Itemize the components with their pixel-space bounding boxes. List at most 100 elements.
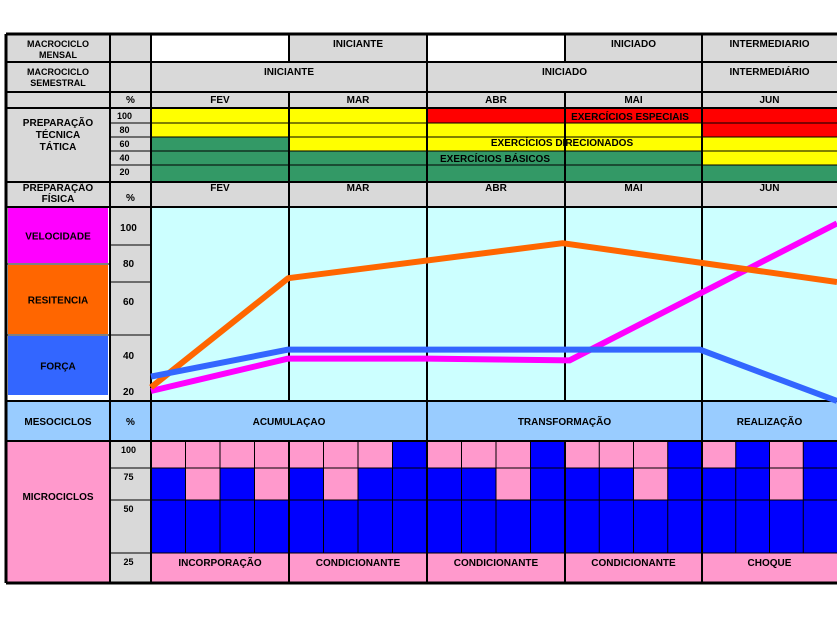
- microciclo-week-fill: [803, 441, 837, 553]
- tecnica-level: 80: [119, 125, 129, 135]
- tecnica-level: 20: [119, 167, 129, 177]
- y-tick-label: 40: [123, 351, 135, 362]
- microciclo-week-fill: [427, 468, 462, 553]
- microciclo-week-fill: [289, 468, 324, 553]
- microciclo-week-fill: [735, 441, 770, 553]
- microciclo-week-fill: [496, 500, 531, 553]
- text-layer: VELOCIDADERESITENCIAFORÇAMACROCICLOMENSA…: [22, 39, 809, 569]
- tecnica-level: 100: [117, 111, 132, 121]
- micro-type-label: CONDICIONANTE: [454, 558, 539, 569]
- band-label-basicos: EXERCÍCIOS BÁSICOS: [440, 152, 550, 165]
- micro-level: 25: [123, 557, 133, 567]
- especiais-band-jun: [702, 123, 837, 137]
- microciclo-week-fill: [151, 468, 186, 553]
- microciclos-label: MICROCICLOS: [22, 492, 93, 503]
- percent-header: %: [126, 193, 135, 204]
- meso-phase: TRANSFORMAÇÃO: [518, 415, 612, 428]
- meso-phase: ACUMULAÇAO: [253, 417, 326, 428]
- tecnica-label: PREPARAÇÃO: [23, 116, 94, 129]
- legend-swatch: [8, 265, 108, 334]
- tecnica-level: 40: [119, 153, 129, 163]
- macro-mensal-value: INICIANTE: [333, 39, 383, 50]
- y-tick-label: 80: [123, 259, 135, 270]
- macro-mensal-cell: [428, 36, 564, 61]
- macro-mensal-value: INTERMEDIARIO: [730, 39, 810, 50]
- macro-mensal-value: INICIADO: [611, 39, 656, 50]
- macro-mensal-label: MACROCICLO: [27, 39, 89, 49]
- microciclo-week-fill: [530, 441, 565, 553]
- macro-mensal-cell: [703, 36, 836, 61]
- microciclo-week-fill: [667, 441, 702, 553]
- microciclo-week-fill: [185, 500, 220, 553]
- y-tick-label: 60: [123, 297, 135, 308]
- microciclo-week-fill: [702, 468, 736, 553]
- micro-type-label: CONDICIONANTE: [591, 558, 676, 569]
- microciclo-week-fill: [599, 468, 634, 553]
- microciclo-week-fill: [358, 468, 393, 553]
- month-label: MAR: [347, 95, 371, 106]
- month-label: JUN: [759, 95, 779, 106]
- fill-layer: [151, 109, 837, 553]
- legend-label: FORÇA: [40, 362, 76, 373]
- macro-semestral-value: INICIADO: [542, 67, 587, 78]
- fisica-label: FÍSICA: [42, 192, 75, 205]
- basicos-band-jun: [702, 165, 837, 182]
- month-label: FEV: [210, 95, 230, 106]
- legend-label: VELOCIDADE: [25, 232, 91, 243]
- month-label: ABR: [485, 95, 507, 106]
- tick-column-background: [110, 207, 151, 401]
- especiais-band: [427, 109, 837, 123]
- macro-mensal-label: MENSAL: [39, 50, 78, 60]
- series-line: [150, 220, 837, 394]
- basicos-band-fev: [151, 137, 289, 182]
- legend-label: RESITENCIA: [28, 296, 89, 307]
- mesociclos-label: MESOCICLOS: [24, 417, 92, 428]
- micro-tick-column: [110, 441, 151, 583]
- percent-header: %: [126, 417, 135, 428]
- month-label: JUN: [759, 183, 779, 194]
- legend-swatch: [8, 336, 108, 395]
- tecnica-label: TÉCNICA: [36, 128, 80, 141]
- mesociclos-background: [6, 401, 837, 441]
- tecnica-level: 60: [119, 139, 129, 149]
- micro-type-label: CONDICIONANTE: [316, 558, 401, 569]
- microciclo-week-fill: [220, 468, 255, 553]
- microciclo-week-fill: [633, 500, 668, 553]
- macro-mensal-cell: [290, 36, 426, 61]
- basicos-band: [289, 151, 702, 182]
- percent-header: %: [126, 95, 135, 106]
- band-label-direcionados: EXERCÍCIOS DIRECIONADOS: [491, 136, 634, 149]
- month-label: MAR: [347, 183, 371, 194]
- macro-semestral-label: MACROCICLO: [27, 67, 89, 77]
- microciclo-week-fill: [254, 500, 289, 553]
- microciclo-week-fill: [392, 441, 427, 553]
- direcionados-band-mar: [289, 109, 427, 151]
- microciclo-week-fill: [565, 468, 600, 553]
- month-label: MAI: [624, 95, 643, 106]
- band-label-especiais: EXERCÍCIOS ESPECIAIS: [571, 110, 689, 123]
- y-tick-label: 20: [123, 387, 135, 398]
- series-line: [150, 346, 837, 404]
- macro-mensal-cell: [566, 36, 701, 61]
- chart-area-background: [151, 207, 837, 401]
- legend-swatch: [8, 208, 108, 263]
- tecnica-label: TÁTICA: [40, 140, 77, 153]
- microciclo-week-fill: [769, 500, 804, 553]
- meso-phase: REALIZAÇÃO: [737, 415, 803, 428]
- micro-level: 100: [121, 445, 136, 455]
- micro-type-label: INCORPORAÇÃO: [178, 556, 262, 569]
- micro-type-label: CHOQUE: [748, 558, 792, 569]
- month-label: ABR: [485, 183, 507, 194]
- macro-semestral-value: INTERMEDIÁRIO: [730, 65, 810, 78]
- macro-semestral-value: INICIANTE: [264, 67, 314, 78]
- microciclo-week-fill: [461, 468, 496, 553]
- month-label: MAI: [624, 183, 643, 194]
- series-line: [149, 240, 837, 390]
- series-layer: [149, 220, 837, 404]
- microciclo-week-fill: [323, 500, 358, 553]
- macro-mensal-cell: [152, 36, 288, 61]
- y-tick-label: 100: [120, 223, 137, 234]
- month-label: FEV: [210, 183, 230, 194]
- micro-level: 50: [123, 504, 133, 514]
